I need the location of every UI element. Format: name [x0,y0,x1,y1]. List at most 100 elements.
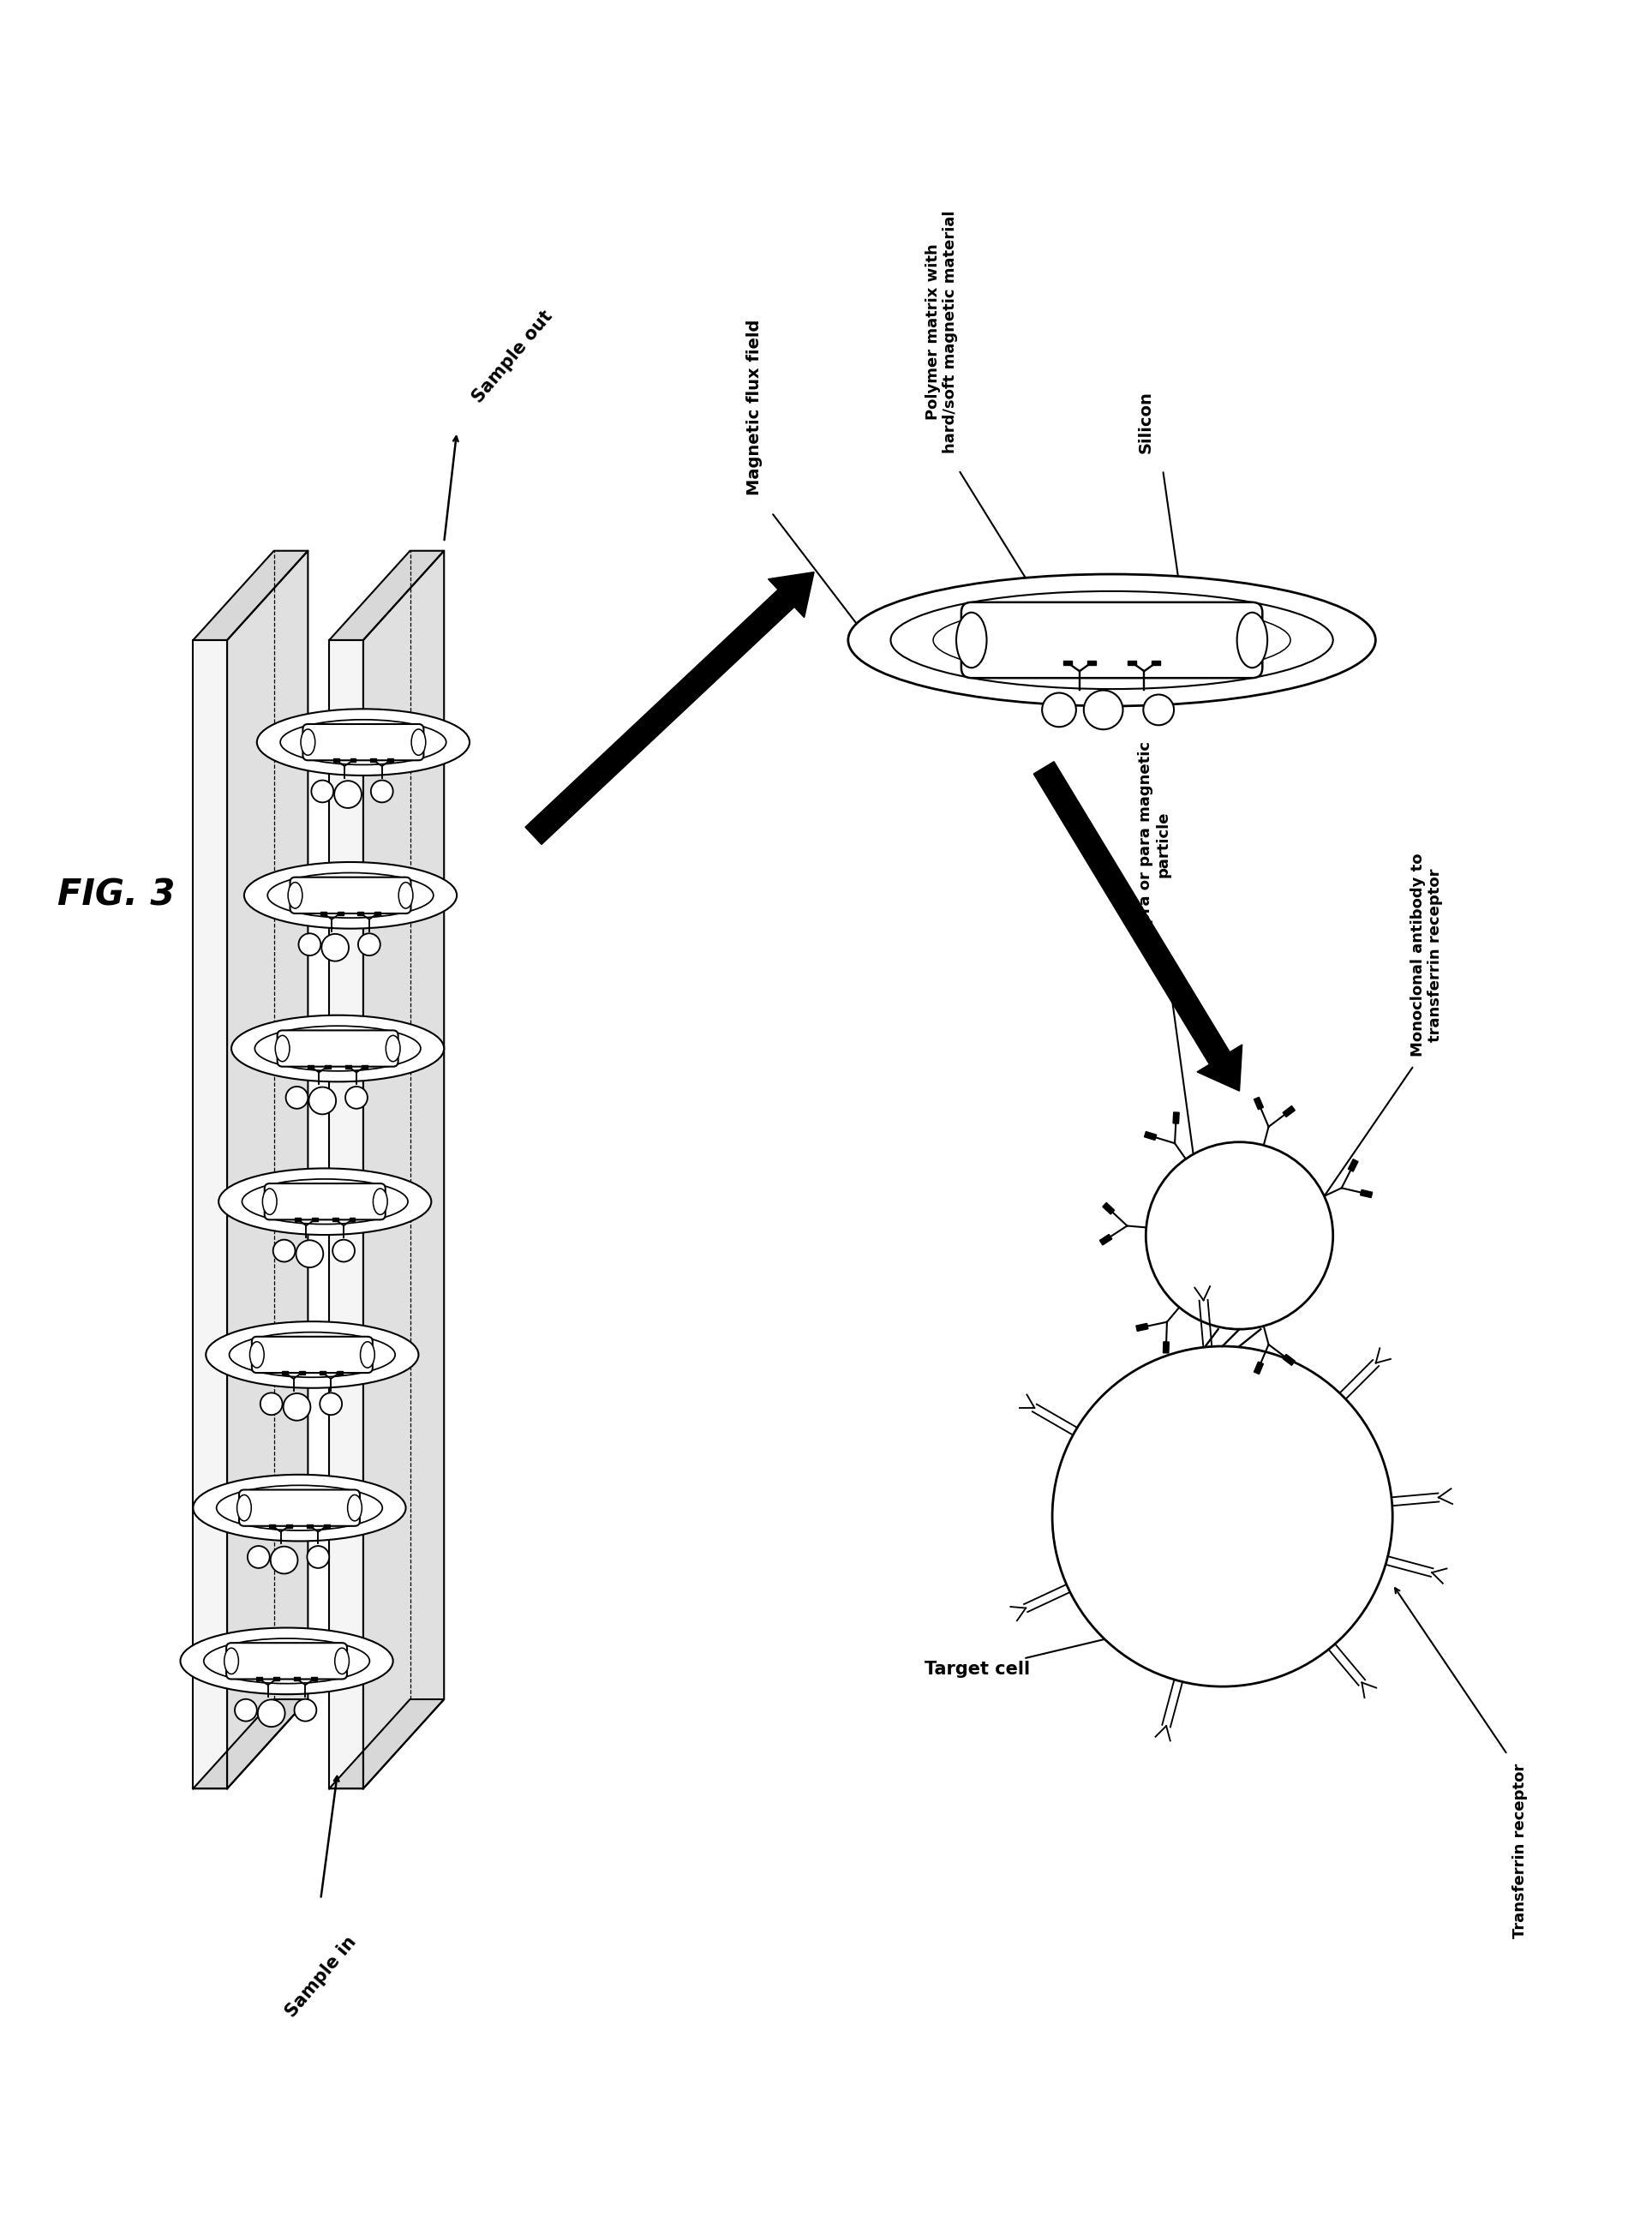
Polygon shape [274,1678,279,1680]
Ellipse shape [254,1027,421,1071]
Ellipse shape [241,1180,408,1224]
Ellipse shape [206,1322,418,1389]
Polygon shape [307,1524,312,1527]
Polygon shape [337,911,344,915]
Ellipse shape [957,613,986,669]
Polygon shape [388,758,393,762]
Polygon shape [312,1218,317,1222]
Circle shape [294,1700,317,1722]
Circle shape [1042,693,1075,727]
Ellipse shape [287,882,302,909]
FancyArrow shape [525,571,814,844]
Circle shape [320,1393,342,1415]
Ellipse shape [933,604,1290,675]
Polygon shape [1173,1113,1180,1124]
Polygon shape [329,551,444,640]
Polygon shape [1145,1131,1156,1140]
Ellipse shape [398,882,413,909]
Ellipse shape [218,1169,431,1235]
Ellipse shape [387,1035,400,1062]
Circle shape [235,1700,258,1722]
Polygon shape [332,1218,339,1222]
Circle shape [372,780,393,802]
Circle shape [334,780,362,809]
Polygon shape [256,1678,263,1680]
FancyBboxPatch shape [251,1338,373,1373]
FancyBboxPatch shape [278,1031,398,1067]
Polygon shape [193,1700,307,1789]
Text: Polymer matrix with
hard/soft magnetic material: Polymer matrix with hard/soft magnetic m… [925,211,958,453]
Circle shape [261,1393,282,1415]
Polygon shape [1360,1189,1373,1198]
Polygon shape [375,911,380,915]
Polygon shape [1284,1107,1295,1118]
Ellipse shape [281,720,446,764]
Circle shape [299,933,320,955]
Polygon shape [1100,1235,1112,1244]
Polygon shape [193,640,226,1789]
Text: Supra or para magnetic
particle: Supra or para magnetic particle [1138,742,1171,947]
Polygon shape [1137,1324,1148,1331]
Polygon shape [319,1371,325,1375]
Polygon shape [286,1524,292,1527]
FancyBboxPatch shape [291,878,411,913]
Polygon shape [193,551,307,640]
Polygon shape [294,1218,301,1222]
Polygon shape [362,1064,368,1069]
Polygon shape [1254,1362,1264,1373]
Polygon shape [370,758,377,762]
Ellipse shape [335,1649,349,1673]
Circle shape [1146,1142,1333,1329]
Polygon shape [299,1371,306,1375]
Circle shape [345,1087,367,1109]
Ellipse shape [258,709,469,775]
Ellipse shape [890,591,1333,689]
Circle shape [311,780,334,802]
FancyBboxPatch shape [226,1642,347,1680]
Polygon shape [307,1064,314,1069]
Ellipse shape [301,729,316,755]
Ellipse shape [180,1629,393,1693]
Ellipse shape [225,1649,238,1673]
Ellipse shape [276,1035,289,1062]
Polygon shape [1128,660,1137,664]
Polygon shape [1102,1202,1115,1213]
Ellipse shape [847,573,1376,707]
Ellipse shape [263,1189,278,1215]
Ellipse shape [373,1189,388,1215]
FancyBboxPatch shape [240,1489,360,1527]
Ellipse shape [411,729,426,755]
Text: Sample in: Sample in [282,1933,360,2020]
FancyBboxPatch shape [302,724,423,760]
Circle shape [1143,695,1175,724]
Polygon shape [324,1064,330,1069]
Circle shape [271,1547,297,1573]
FancyBboxPatch shape [961,602,1262,678]
Ellipse shape [244,862,458,929]
Ellipse shape [347,1495,362,1520]
Text: Sample out: Sample out [469,307,557,407]
Polygon shape [1151,660,1160,664]
FancyBboxPatch shape [264,1184,385,1220]
Polygon shape [269,1524,276,1527]
Polygon shape [1087,660,1095,664]
Polygon shape [337,1371,342,1375]
Polygon shape [349,1218,355,1222]
Ellipse shape [193,1475,406,1542]
Ellipse shape [268,873,433,918]
Polygon shape [1163,1342,1170,1353]
Ellipse shape [230,1333,395,1378]
FancyArrow shape [1034,762,1242,1091]
Polygon shape [350,758,355,762]
Ellipse shape [216,1484,382,1531]
Polygon shape [311,1678,317,1680]
Polygon shape [329,640,363,1789]
Circle shape [286,1087,307,1109]
Circle shape [358,933,380,955]
Circle shape [282,1393,311,1420]
Circle shape [248,1547,269,1569]
Ellipse shape [1237,613,1267,669]
Polygon shape [345,1064,350,1069]
Polygon shape [1064,660,1072,664]
Text: Transferrin receptor: Transferrin receptor [1513,1762,1528,1938]
